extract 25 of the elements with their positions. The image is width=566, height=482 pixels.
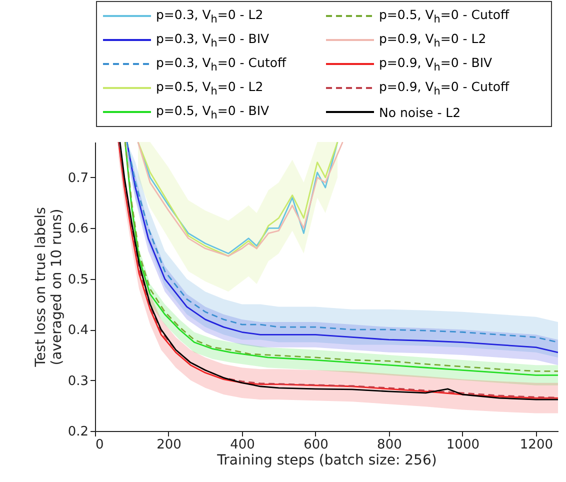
legend-label: p=0.5, V$_{h}$=0 - L2 bbox=[156, 78, 264, 98]
y-tick-label: 0.2 bbox=[68, 424, 88, 440]
x-tick-label: 400 bbox=[230, 438, 255, 452]
legend-label: No noise - L2 bbox=[379, 104, 461, 120]
x-axis-title: Training steps (batch size: 256) bbox=[216, 452, 437, 468]
x-tick-label: 200 bbox=[156, 438, 182, 452]
y-tick-label: 0.5 bbox=[68, 272, 88, 288]
legend-label: p=0.3, V$_{h}$=0 - BIV bbox=[156, 30, 270, 50]
legend-label: p=0.9, V$_{h}$=0 - Cutoff bbox=[379, 78, 510, 98]
x-tick-label: 1200 bbox=[520, 438, 553, 452]
y-tick-label: 0.6 bbox=[68, 222, 88, 237]
legend-label: p=0.9, V$_{h}$=0 - BIV bbox=[379, 54, 492, 74]
x-tick-label: 0 bbox=[96, 438, 104, 452]
y-tick-label: 0.4 bbox=[68, 323, 88, 338]
legend-label: p=0.3, V$_{h}$=0 - Cutoff bbox=[156, 54, 286, 74]
legend-label: p=0.3, V$_{h}$=0 - L2 bbox=[156, 6, 264, 26]
legend-label: p=0.5, V$_{h}$=0 - BIV bbox=[156, 102, 270, 122]
legend-label: p=0.5, V$_{h}$=0 - Cutoff bbox=[379, 6, 510, 26]
x-tick-label: 1000 bbox=[446, 438, 480, 452]
y-axis-title: Test loss on true labels (averaged on 10 runs) bbox=[32, 207, 65, 368]
x-tick-label: 600 bbox=[304, 438, 328, 452]
legend-label: p=0.9, V$_{h}$=0 - L2 bbox=[379, 30, 486, 50]
x-tick-label: 800 bbox=[377, 438, 402, 452]
y-tick-label: 0.3 bbox=[68, 374, 88, 389]
y-tick-label: 0.7 bbox=[68, 170, 88, 186]
